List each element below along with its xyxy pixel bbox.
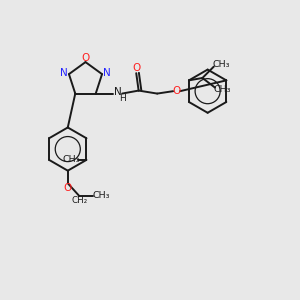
Text: CH₃: CH₃	[213, 60, 230, 69]
Text: CH₃: CH₃	[214, 85, 231, 94]
Text: CH₃: CH₃	[63, 155, 80, 164]
Text: N: N	[103, 68, 111, 78]
Text: O: O	[172, 86, 181, 96]
Text: N: N	[60, 68, 68, 78]
Text: CH₃: CH₃	[92, 191, 110, 200]
Text: O: O	[64, 183, 72, 193]
Text: O: O	[81, 53, 90, 63]
Text: O: O	[132, 63, 140, 74]
Text: CH₂: CH₂	[71, 196, 87, 205]
Text: N: N	[114, 87, 122, 98]
Text: H: H	[119, 94, 125, 103]
